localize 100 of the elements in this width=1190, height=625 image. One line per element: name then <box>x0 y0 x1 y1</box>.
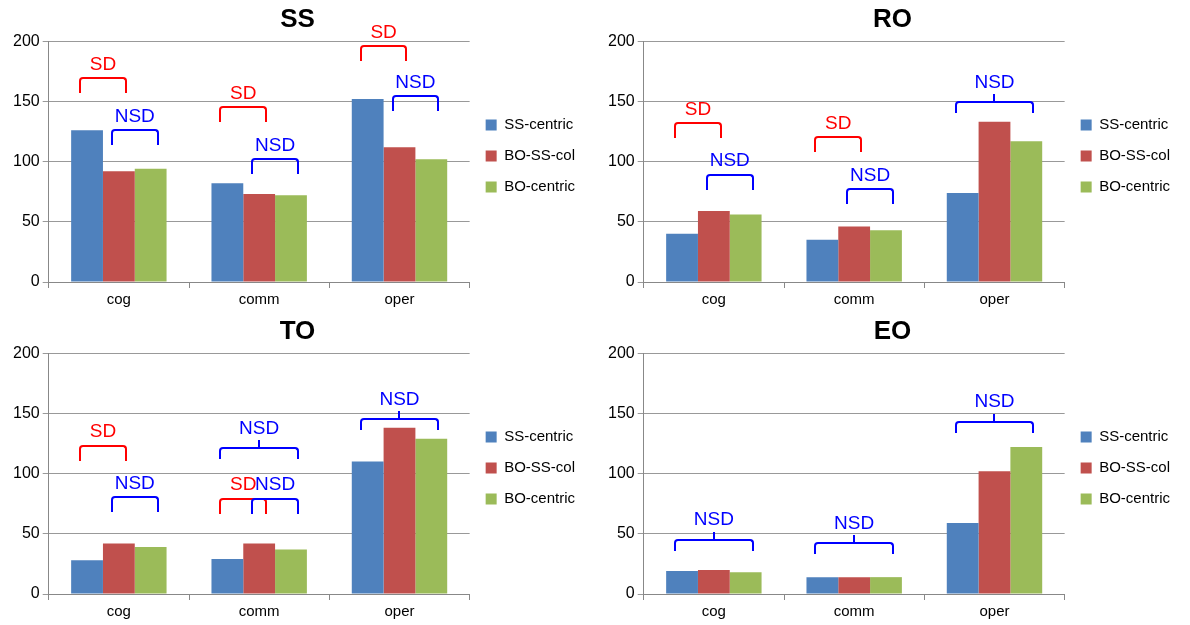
y-tick-label: 100 <box>12 152 40 170</box>
y-tick-label: 0 <box>30 584 40 602</box>
bar <box>71 560 103 594</box>
x-tick-label: oper <box>384 602 415 620</box>
legend-label: SS-centric <box>1099 427 1169 445</box>
bar <box>243 194 276 282</box>
annotation: SD <box>230 81 257 103</box>
annotation: SD <box>370 20 397 42</box>
annotation: NSD <box>974 71 1015 93</box>
bar <box>134 547 167 594</box>
bar <box>383 147 416 282</box>
bar <box>351 98 384 282</box>
x-tick-label: comm <box>833 602 875 620</box>
legend-label: BO-SS-col <box>504 146 576 164</box>
legend-label: SS-centric <box>504 115 574 133</box>
x-tick-label: oper <box>979 290 1010 308</box>
bar <box>729 572 762 594</box>
annotation: NSD <box>239 416 280 438</box>
annotation: SD <box>825 112 852 134</box>
bar <box>697 210 730 282</box>
bar <box>71 130 103 282</box>
y-tick-label: 200 <box>607 343 635 361</box>
x-tick-label: comm <box>238 602 280 620</box>
bar <box>243 543 276 594</box>
y-tick-label: 50 <box>21 212 40 230</box>
y-tick-label: 0 <box>625 272 635 290</box>
bar <box>870 577 902 594</box>
y-tick-label: 50 <box>616 212 635 230</box>
bar <box>946 192 979 282</box>
bar <box>275 549 307 594</box>
bar <box>838 577 871 594</box>
annotation: NSD <box>114 472 155 494</box>
chart-title: TO <box>279 314 316 345</box>
y-tick-label: 150 <box>12 91 40 109</box>
bar <box>806 239 839 282</box>
legend-label: BO-SS-col <box>1099 458 1171 476</box>
bar <box>1010 141 1043 282</box>
bar <box>211 559 244 594</box>
x-tick-label: cog <box>106 602 131 620</box>
bar <box>870 230 902 282</box>
x-tick-label: cog <box>106 290 131 308</box>
y-tick-label: 150 <box>607 403 635 421</box>
bar <box>946 522 979 594</box>
y-tick-label: 150 <box>12 403 40 421</box>
annotation: NSD <box>395 71 436 93</box>
annotation: NSD <box>255 473 296 495</box>
annotation: NSD <box>834 511 875 533</box>
annotation: SD <box>89 420 117 442</box>
y-tick-label: 50 <box>616 524 635 542</box>
bar <box>351 461 384 594</box>
y-tick-label: 100 <box>607 152 635 170</box>
annotation: NSD <box>693 508 734 530</box>
x-tick-label: comm <box>833 290 875 308</box>
bar <box>102 543 135 594</box>
y-tick-label: 100 <box>607 464 635 482</box>
chart-title: SS <box>280 2 315 33</box>
y-tick-label: 0 <box>625 584 635 602</box>
annotation: SD <box>684 97 712 119</box>
annotation: NSD <box>255 133 296 155</box>
chart-title: RO <box>873 2 912 33</box>
x-tick-label: cog <box>701 290 726 308</box>
x-tick-label: oper <box>384 290 415 308</box>
bar <box>978 471 1011 594</box>
legend-label: SS-centric <box>1099 115 1169 133</box>
y-tick-label: 0 <box>30 272 40 290</box>
bar <box>806 577 839 594</box>
legend-label: BO-SS-col <box>1099 146 1171 164</box>
bar <box>1010 447 1043 594</box>
bar <box>666 233 698 282</box>
annotation: NSD <box>709 149 750 171</box>
y-tick-label: 200 <box>12 31 40 49</box>
annotation: NSD <box>974 390 1015 412</box>
bar <box>383 427 416 594</box>
bar <box>415 438 448 594</box>
bar <box>211 183 244 282</box>
bar <box>275 195 307 282</box>
y-tick-label: 200 <box>12 343 40 361</box>
bar <box>134 168 167 282</box>
annotation: SD <box>89 53 117 75</box>
bar <box>666 571 698 594</box>
x-tick-label: oper <box>979 602 1010 620</box>
annotation: NSD <box>379 387 420 409</box>
chart-title: EO <box>873 314 912 345</box>
legend-label: BO-centric <box>1099 489 1171 507</box>
bar <box>838 226 871 282</box>
y-tick-label: 200 <box>607 31 635 49</box>
legend-label: BO-centric <box>504 489 576 507</box>
bar <box>978 121 1011 282</box>
annotation: NSD <box>850 163 891 185</box>
legend-label: BO-SS-col <box>504 458 576 476</box>
bar <box>697 569 730 594</box>
x-tick-label: cog <box>701 602 726 620</box>
y-tick-label: 150 <box>607 91 635 109</box>
legend-label: BO-centric <box>1099 177 1171 195</box>
y-tick-label: 100 <box>12 464 40 482</box>
y-tick-label: 50 <box>21 524 40 542</box>
annotation: SD <box>230 473 257 495</box>
legend-label: SS-centric <box>504 427 574 445</box>
x-tick-label: comm <box>238 290 280 308</box>
bar <box>729 214 762 282</box>
